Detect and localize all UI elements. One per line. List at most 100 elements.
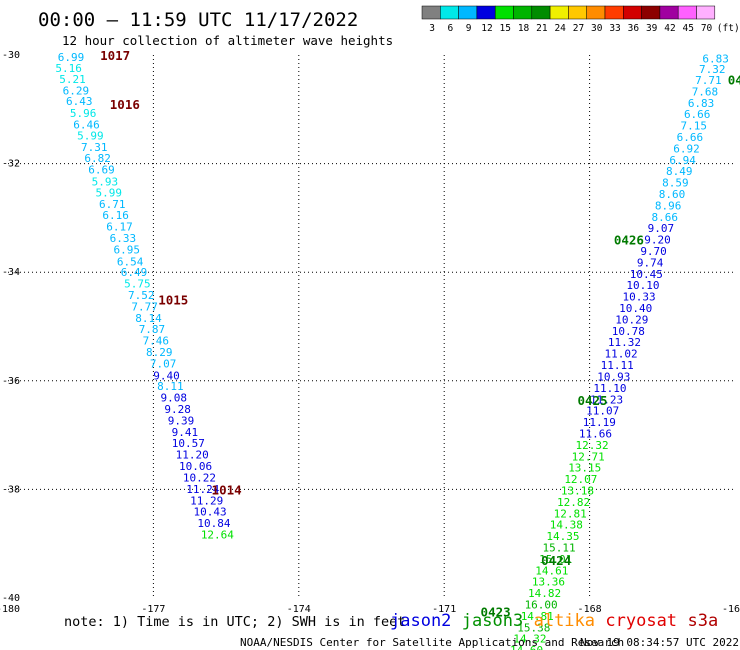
color-scale-legend: 3 6 9 12 15 18 21 24 27 30 33 36 39 42 45 70 (ft) (421, 5, 740, 34)
time-label: 0426 (614, 233, 644, 248)
scale-label: 9 (466, 23, 472, 34)
swh-value: 9.74 (637, 256, 664, 269)
pressure-label: 1014 (212, 482, 242, 497)
scale-swatch (421, 5, 441, 20)
scale-swatch (586, 5, 606, 20)
swh-value: 12.32 (575, 439, 608, 452)
swh-value: 9.08 (161, 392, 188, 405)
swh-points: 6.995.165.216.296.435.966.465.997.316.82… (55, 51, 729, 650)
swh-value: 12.64 (201, 528, 234, 541)
scale-swatch (549, 5, 569, 20)
swh-value: 5.93 (92, 176, 119, 189)
scale-label: 12 (481, 23, 492, 34)
chart-subtitle: 12 hour collection of altimeter wave hei… (62, 33, 393, 48)
scale-swatch (494, 5, 514, 20)
swh-value: 11.66 (579, 427, 612, 440)
swh-value: 10.93 (597, 370, 630, 383)
scale-label: 6 (447, 23, 453, 34)
swh-value: 9.28 (164, 403, 191, 416)
swh-value: 5.75 (124, 278, 151, 291)
swh-value: 7.07 (150, 357, 177, 370)
scale-label: 27 (573, 23, 584, 34)
swh-value: 14.32 (513, 633, 546, 646)
swh-value: 6.82 (84, 152, 111, 165)
swh-value: 5.99 (77, 129, 104, 142)
scale-swatch (476, 5, 496, 20)
swh-value: 6.46 (73, 119, 100, 132)
scale-swatch (604, 5, 624, 20)
swh-value: 6.66 (677, 131, 704, 144)
swh-value: 9.07 (648, 222, 675, 235)
swh-value: 14.82 (528, 587, 561, 600)
scale-label: 15 (500, 23, 511, 34)
swh-value: 13.15 (568, 462, 601, 475)
scale-label: 3 (429, 23, 435, 34)
time-label: 0425 (577, 393, 607, 408)
scale-label: 45 (683, 23, 694, 34)
swh-value: 6.83 (688, 97, 715, 110)
scale-swatch (641, 5, 661, 20)
x-tick-label: -168 (578, 604, 602, 615)
chart-grid (8, 55, 735, 598)
scale-swatch (440, 5, 459, 20)
swh-value: 9.41 (172, 426, 199, 439)
scale-label: 21 (536, 23, 548, 34)
swh-value: 7.68 (692, 85, 719, 98)
swh-value: 6.66 (684, 108, 711, 121)
swh-value: 6.29 (63, 84, 90, 97)
pressure-label: 1017 (100, 48, 130, 63)
swh-value: 7.32 (699, 63, 726, 76)
x-tick-label: -180 (0, 604, 20, 615)
scale-swatch (531, 5, 551, 20)
swh-value: 7.15 (681, 120, 708, 133)
swh-value: 9.20 (644, 234, 671, 247)
swh-value: 10.84 (197, 517, 230, 530)
swh-value: 8.60 (659, 188, 686, 201)
swh-value: 10.22 (183, 471, 216, 484)
swh-value: 7.31 (81, 141, 108, 154)
swh-value: 7.52 (128, 289, 155, 302)
y-tick-label: -36 (2, 376, 20, 387)
swh-value: 14.38 (550, 519, 583, 532)
x-tick-label: -174 (287, 604, 311, 615)
swh-value: 10.10 (626, 279, 659, 292)
swh-value: 11.02 (605, 348, 638, 361)
swh-value: 14.61 (535, 564, 568, 577)
scale-label: 70 (701, 23, 713, 34)
satellite-jason3: jason3 (462, 611, 523, 631)
swh-value: 15.38 (517, 621, 550, 634)
swh-value: 6.94 (669, 154, 696, 167)
swh-value: 14.81 (521, 610, 554, 623)
swh-value: 6.99 (58, 51, 85, 64)
scale-label: 33 (609, 23, 620, 34)
swh-value: 13.36 (532, 576, 565, 589)
y-tick-label: -30 (2, 50, 20, 61)
swh-value: 6.17 (106, 221, 133, 234)
scale-swatch (696, 5, 716, 20)
swh-value: 10.45 (630, 268, 663, 281)
scale-label: 24 (554, 23, 566, 34)
swh-value: 11.29 (190, 494, 223, 507)
swh-value: 8.59 (662, 177, 689, 190)
swh-value: 11.07 (586, 405, 619, 418)
swh-value: 13.18 (561, 484, 594, 497)
time-label: 0423 (481, 605, 511, 620)
time-label: 0424 (541, 553, 571, 568)
satellite-cryosat: cryosat (605, 611, 677, 631)
swh-value: 14.35 (546, 530, 579, 543)
scale-swatch (623, 5, 642, 20)
swh-value: 16.00 (525, 599, 558, 612)
swh-value: 6.92 (673, 142, 700, 155)
swh-value: 9.39 (168, 414, 195, 427)
scale-swatch (513, 5, 533, 20)
swh-value: 11.32 (608, 336, 641, 349)
swh-value: 11.11 (601, 359, 634, 372)
swh-value: 5.99 (96, 186, 123, 199)
swh-value: 12.71 (572, 450, 605, 463)
scale-unit: (ft) (717, 23, 740, 34)
y-tick-label: -40 (2, 593, 20, 604)
scale-swatch (677, 5, 697, 20)
swh-value: 15.01 (539, 553, 572, 566)
swh-value: 6.71 (99, 198, 126, 211)
swh-value: 11.10 (593, 382, 626, 395)
